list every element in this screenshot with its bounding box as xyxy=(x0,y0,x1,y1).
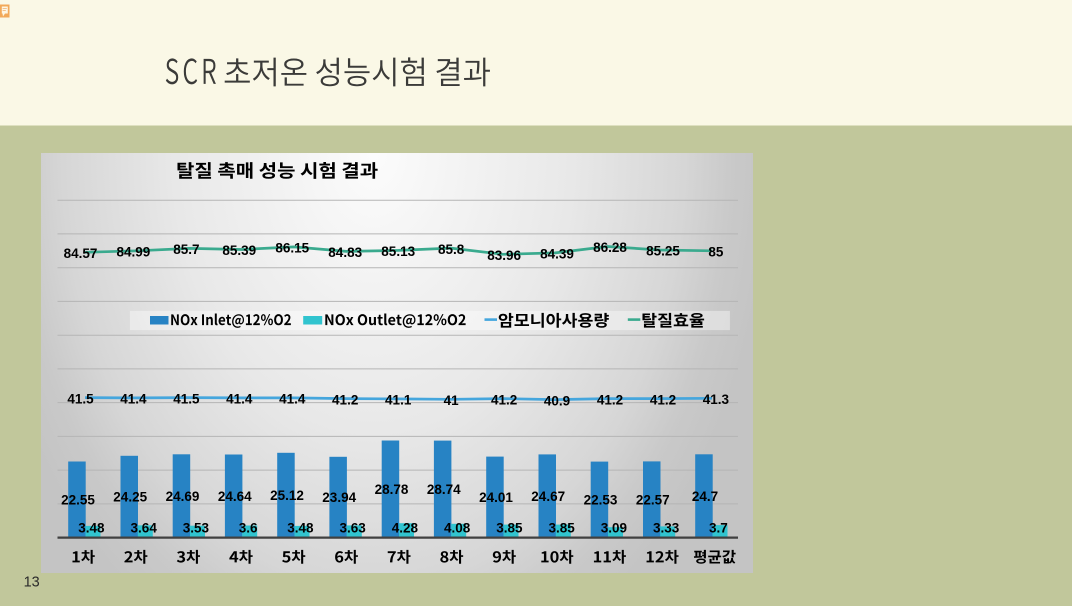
svg-text:85: 85 xyxy=(708,245,724,260)
svg-text:41.5: 41.5 xyxy=(173,391,200,406)
svg-text:3.48: 3.48 xyxy=(287,520,314,535)
svg-text:84.99: 84.99 xyxy=(117,245,151,260)
svg-text:24.01: 24.01 xyxy=(479,490,513,505)
svg-text:4.08: 4.08 xyxy=(444,520,471,535)
svg-text:41.2: 41.2 xyxy=(597,392,623,407)
svg-text:84.39: 84.39 xyxy=(540,247,574,262)
svg-text:85.8: 85.8 xyxy=(438,242,465,257)
svg-text:24.64: 24.64 xyxy=(218,489,252,504)
svg-text:28.74: 28.74 xyxy=(427,482,461,497)
svg-text:3.7: 3.7 xyxy=(709,520,728,535)
svg-text:41.2: 41.2 xyxy=(491,392,517,407)
svg-text:41.1: 41.1 xyxy=(385,393,412,408)
svg-text:24.25: 24.25 xyxy=(113,490,147,505)
svg-text:41.4: 41.4 xyxy=(120,392,147,407)
svg-text:3.48: 3.48 xyxy=(78,520,105,535)
svg-text:41.5: 41.5 xyxy=(67,391,94,406)
svg-text:40.9: 40.9 xyxy=(544,393,570,408)
svg-text:3.85: 3.85 xyxy=(548,520,575,535)
svg-text:24.67: 24.67 xyxy=(531,489,565,504)
svg-text:84.57: 84.57 xyxy=(64,246,98,261)
svg-text:23.94: 23.94 xyxy=(322,490,356,505)
svg-text:3.85: 3.85 xyxy=(496,520,523,535)
svg-text:24.69: 24.69 xyxy=(166,489,200,504)
svg-text:3.09: 3.09 xyxy=(601,520,627,535)
svg-text:41.2: 41.2 xyxy=(650,392,676,407)
svg-text:13: 13 xyxy=(24,574,40,590)
svg-text:85.13: 85.13 xyxy=(381,244,415,259)
svg-text:4.28: 4.28 xyxy=(392,520,419,535)
svg-text:85.7: 85.7 xyxy=(173,242,199,257)
svg-text:28.78: 28.78 xyxy=(375,482,409,497)
svg-text:22.55: 22.55 xyxy=(61,493,95,508)
svg-text:85.25: 85.25 xyxy=(646,244,680,259)
svg-text:3.63: 3.63 xyxy=(339,520,366,535)
svg-text:41.4: 41.4 xyxy=(226,392,253,407)
svg-text:85.39: 85.39 xyxy=(222,243,256,258)
svg-text:22.53: 22.53 xyxy=(584,493,618,508)
svg-text:24.7: 24.7 xyxy=(692,489,718,504)
svg-text:84.83: 84.83 xyxy=(328,245,362,260)
svg-text:41.2: 41.2 xyxy=(332,392,358,407)
svg-text:86.15: 86.15 xyxy=(275,241,309,256)
svg-text:3.33: 3.33 xyxy=(653,520,680,535)
svg-text:83.96: 83.96 xyxy=(487,248,521,263)
svg-text:41: 41 xyxy=(444,393,460,408)
svg-text:3.53: 3.53 xyxy=(183,520,210,535)
svg-text:41.4: 41.4 xyxy=(279,392,306,407)
svg-text:3.64: 3.64 xyxy=(131,520,158,535)
svg-text:3.6: 3.6 xyxy=(239,520,258,535)
svg-text:86.28: 86.28 xyxy=(593,240,627,255)
svg-text:41.3: 41.3 xyxy=(703,392,730,407)
svg-text:22.57: 22.57 xyxy=(636,492,670,507)
svg-text:25.12: 25.12 xyxy=(270,488,304,503)
